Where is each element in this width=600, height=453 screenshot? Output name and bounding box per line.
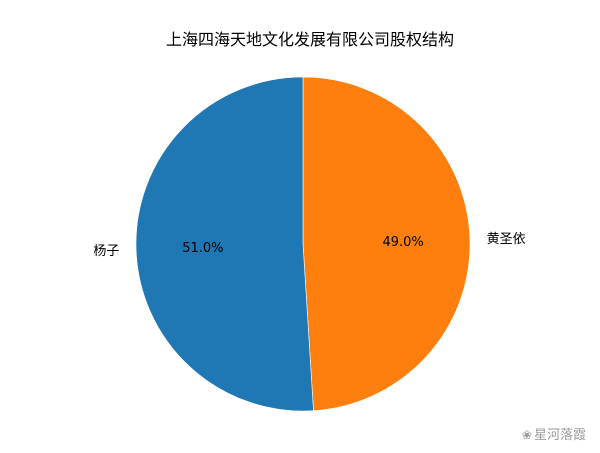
- watermark: ❀ 星河落霞: [522, 424, 586, 443]
- pie-category-label-0: 黄圣依: [487, 232, 526, 247]
- pie-pct-label-1: 51.0%: [182, 241, 223, 256]
- pie-pct-label-0: 49.0%: [382, 235, 423, 250]
- pie-slice-0: [302, 76, 471, 411]
- chart-title: 上海四海天地文化发展有限公司股权结构: [166, 30, 454, 49]
- wechat-icon: ❀: [521, 428, 532, 442]
- pie-slice-1: [135, 76, 314, 412]
- pie-category-label-1: 杨子: [93, 244, 119, 259]
- watermark-text: 星河落霞: [533, 428, 586, 443]
